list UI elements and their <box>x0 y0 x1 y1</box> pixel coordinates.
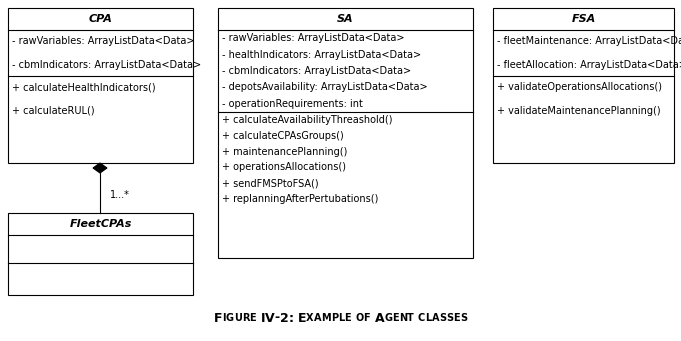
Text: FSA: FSA <box>571 14 596 24</box>
Text: + validateMaintenancePlanning(): + validateMaintenancePlanning() <box>497 105 661 116</box>
Bar <box>218 8 473 258</box>
Text: V: V <box>265 311 274 325</box>
Text: A: A <box>314 313 321 323</box>
Text: + maintenancePlanning(): + maintenancePlanning() <box>222 147 347 157</box>
Text: -: - <box>274 311 280 325</box>
Text: FleetCPAs: FleetCPAs <box>69 219 131 229</box>
Text: S: S <box>460 313 467 323</box>
Text: - fleetMaintenance: ArrayListData<Data>: - fleetMaintenance: ArrayListData<Data> <box>497 36 681 46</box>
Text: + calculateAvailabilityThreashold(): + calculateAvailabilityThreashold() <box>222 115 392 125</box>
Bar <box>8 8 193 163</box>
Text: SA: SA <box>337 14 354 24</box>
Text: U: U <box>234 313 242 323</box>
Text: L: L <box>338 313 345 323</box>
Text: :: : <box>288 311 294 325</box>
Text: S: S <box>439 313 446 323</box>
Text: E: E <box>249 313 256 323</box>
Text: + operationsAllocations(): + operationsAllocations() <box>222 162 346 173</box>
Text: X: X <box>306 313 314 323</box>
Text: 1...*: 1...* <box>110 190 130 200</box>
Bar <box>8 213 193 295</box>
Text: I: I <box>260 311 265 325</box>
Bar <box>493 8 674 163</box>
Text: F: F <box>364 313 370 323</box>
Text: L: L <box>425 313 432 323</box>
Text: O: O <box>355 313 364 323</box>
Text: A: A <box>432 313 439 323</box>
Text: - rawVariables: ArrayListData<Data>: - rawVariables: ArrayListData<Data> <box>12 36 195 46</box>
Text: P: P <box>331 313 338 323</box>
Text: CPA: CPA <box>89 14 112 24</box>
Text: + sendFMSPtoFSA(): + sendFMSPtoFSA() <box>222 178 319 188</box>
Text: + replanningAfterPertubations(): + replanningAfterPertubations() <box>222 194 379 204</box>
Text: - healthIndicators: ArrayListData<Data>: - healthIndicators: ArrayListData<Data> <box>222 49 421 60</box>
Text: + calculateHealthIndicators(): + calculateHealthIndicators() <box>12 83 156 92</box>
Text: - cbmIndicators: ArrayListData<Data>: - cbmIndicators: ArrayListData<Data> <box>222 66 411 76</box>
Text: E: E <box>454 313 460 323</box>
Text: + validateOperationsAllocations(): + validateOperationsAllocations() <box>497 83 662 92</box>
Text: G: G <box>226 313 234 323</box>
Text: S: S <box>446 313 454 323</box>
Text: - fleetAllocation: ArrayListData<Data>: - fleetAllocation: ArrayListData<Data> <box>497 59 681 70</box>
Text: E: E <box>345 313 351 323</box>
Text: E: E <box>392 313 399 323</box>
Text: F: F <box>214 311 223 325</box>
Text: N: N <box>399 313 407 323</box>
Text: G: G <box>384 313 392 323</box>
Text: + calculateRUL(): + calculateRUL() <box>12 105 95 116</box>
Text: E: E <box>298 311 306 325</box>
Text: A: A <box>375 311 384 325</box>
Text: 2: 2 <box>280 311 288 325</box>
Text: + calculateCPAsGroups(): + calculateCPAsGroups() <box>222 131 344 141</box>
Text: - cbmIndicators: ArrayListData<Data>: - cbmIndicators: ArrayListData<Data> <box>12 59 201 70</box>
Text: C: C <box>418 313 425 323</box>
Text: I: I <box>223 313 226 323</box>
Text: T: T <box>407 313 413 323</box>
Text: - rawVariables: ArrayListData<Data>: - rawVariables: ArrayListData<Data> <box>222 33 405 43</box>
Text: - operationRequirements: int: - operationRequirements: int <box>222 99 363 109</box>
Text: - depotsAvailability: ArrayListData<Data>: - depotsAvailability: ArrayListData<Data… <box>222 83 428 92</box>
Text: M: M <box>321 313 331 323</box>
Polygon shape <box>93 163 107 173</box>
Text: R: R <box>242 313 249 323</box>
